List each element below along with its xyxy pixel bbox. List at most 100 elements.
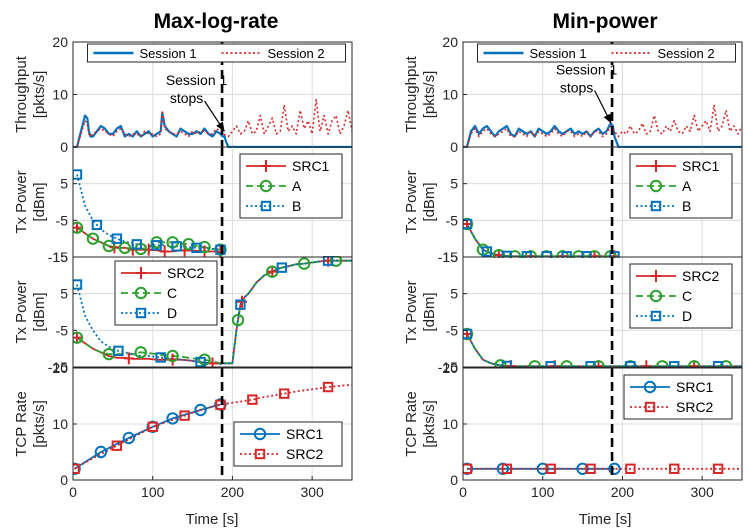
legend-marker-A bbox=[259, 179, 273, 193]
legend-marker-C bbox=[134, 286, 148, 300]
legend: Session 1 Session 2 bbox=[477, 43, 736, 63]
y-tick-label: -5 bbox=[56, 322, 69, 338]
y-tick-label: 0 bbox=[450, 472, 458, 488]
marker-C bbox=[329, 256, 343, 267]
series-line-Session 2 bbox=[73, 99, 352, 148]
marker-SRC1 bbox=[122, 431, 136, 445]
min-power-tx-power-1-chart: -15 -5 5 Tx Power[dBm] SRC1 AB bbox=[403, 146, 743, 265]
series-line-Session 1 bbox=[73, 111, 352, 148]
legend-marker-SRC2 bbox=[136, 267, 146, 279]
series-group bbox=[463, 104, 742, 148]
series-group bbox=[463, 217, 620, 258]
marker-SRC2 bbox=[123, 352, 134, 365]
axes-frame bbox=[72, 256, 353, 368]
marker-A bbox=[102, 239, 116, 253]
marker-B bbox=[581, 251, 592, 258]
y-tick-label: 20 bbox=[52, 360, 68, 376]
marker-A bbox=[508, 250, 522, 258]
marker-B bbox=[191, 242, 202, 254]
marker-A bbox=[588, 250, 601, 258]
marker-B bbox=[501, 250, 513, 258]
y-tick-label: 0 bbox=[60, 472, 68, 488]
marker-SRC2 bbox=[279, 388, 290, 399]
marker-SRC2 bbox=[215, 399, 226, 411]
marker-D bbox=[712, 361, 724, 368]
y-tick-label: -15 bbox=[48, 359, 68, 375]
marker-B bbox=[481, 246, 493, 257]
left-x-axis-label: Time [s] bbox=[186, 511, 239, 528]
marker-SRC2 bbox=[625, 463, 636, 475]
y-axis-label-line: [dBm] bbox=[421, 292, 438, 331]
marker-C bbox=[719, 360, 733, 368]
marker-D bbox=[322, 256, 334, 266]
marker-C bbox=[231, 313, 245, 327]
marker-D bbox=[73, 279, 83, 290]
marker-SRC1 bbox=[159, 245, 170, 258]
legend-label-SRC1: SRC1 bbox=[286, 426, 324, 442]
annotation-text: Session 1 stops bbox=[556, 62, 618, 96]
y-tick-label: 20 bbox=[442, 34, 458, 50]
marker-A bbox=[492, 248, 506, 258]
marker-SRC1 bbox=[608, 462, 621, 475]
marker-A bbox=[198, 240, 211, 254]
x-tick-label: 300 bbox=[690, 484, 714, 500]
marker-C bbox=[687, 360, 701, 368]
marker-C bbox=[166, 349, 179, 363]
right-x-axis-label: Time [s] bbox=[579, 511, 632, 528]
legend-label-A: A bbox=[682, 178, 692, 194]
y-tick-label: -15 bbox=[438, 359, 458, 375]
marker-B bbox=[609, 251, 620, 258]
marker-B bbox=[111, 233, 123, 244]
y-axis-label-line: Throughput bbox=[403, 55, 420, 133]
marker-B bbox=[171, 241, 182, 252]
annotation-text: Session 1 stops bbox=[166, 72, 228, 106]
marker-B bbox=[215, 244, 226, 255]
legend-marker-SRC1 bbox=[253, 427, 267, 441]
marker-SRC2 bbox=[73, 331, 82, 344]
y-tick-label: 0 bbox=[60, 139, 68, 155]
series-line-D bbox=[466, 333, 742, 368]
y-tick-label: -5 bbox=[446, 212, 459, 228]
x-tick-label: 100 bbox=[531, 484, 555, 500]
y-axis-label-line: [pkts/s] bbox=[31, 71, 48, 119]
series-group bbox=[73, 381, 352, 475]
y-tick-label: 5 bbox=[60, 176, 68, 192]
marker-SRC1 bbox=[166, 412, 179, 425]
legend-marker-A bbox=[649, 179, 663, 193]
y-axis-label: Tx Power[dBm] bbox=[13, 170, 48, 233]
legend-marker-D bbox=[135, 307, 147, 319]
marker-B bbox=[73, 169, 83, 180]
y-tick-label: 5 bbox=[60, 286, 68, 302]
y-axis-label-line: Tx Power bbox=[403, 280, 420, 343]
marker-SRC2 bbox=[147, 421, 158, 433]
marker-C bbox=[134, 346, 147, 359]
y-axis-label-line: [dBm] bbox=[31, 292, 48, 331]
y-axis-label: TCP Rate[pkts/s] bbox=[403, 391, 438, 457]
x-tick-label: 100 bbox=[141, 484, 165, 500]
marker-SRC2 bbox=[501, 463, 513, 475]
series-group bbox=[463, 462, 742, 475]
right-column-title: Min-power bbox=[553, 10, 658, 33]
y-tick-label: -15 bbox=[48, 249, 68, 265]
marker-A bbox=[118, 241, 132, 255]
y-axis-label-line: Tx Power bbox=[13, 170, 30, 233]
y-axis-label-line: [pkts/s] bbox=[31, 400, 48, 448]
marker-B bbox=[561, 251, 572, 258]
legend-marker-SRC1 bbox=[643, 380, 657, 394]
annotation-text-line: stops bbox=[560, 80, 593, 96]
y-tick-label: 15 bbox=[442, 249, 458, 265]
marker-B bbox=[541, 251, 552, 258]
series-group bbox=[73, 169, 227, 258]
legend-box bbox=[233, 421, 343, 467]
annotation-arrowhead bbox=[216, 121, 225, 132]
legend: SRC1 SRC2 bbox=[623, 374, 733, 420]
legend-marker-SRC1 bbox=[261, 160, 271, 172]
marker-SRC2 bbox=[641, 360, 652, 368]
y-axis-label-line: [pkts/s] bbox=[421, 71, 438, 119]
marker-B bbox=[151, 240, 162, 251]
legend-label-SRC1: SRC1 bbox=[676, 379, 714, 395]
